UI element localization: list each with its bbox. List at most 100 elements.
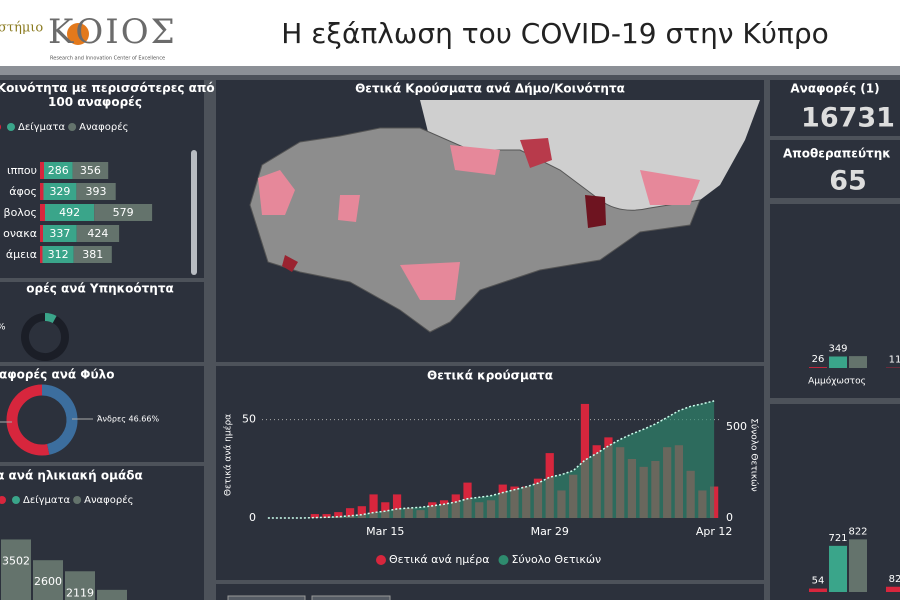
header-bg: [0, 0, 900, 66]
bar-segment: [40, 162, 44, 179]
bar: [345, 508, 355, 518]
bar: [357, 506, 366, 518]
chart-title: Θετικά κρούσματα: [427, 369, 553, 383]
data-label: 579: [113, 206, 134, 219]
bar-segment: [44, 162, 73, 179]
legend-label: Σύνολο Θετικών: [511, 553, 601, 566]
data-label: 349: [828, 343, 847, 354]
bar-segment: [40, 225, 43, 242]
bar: [310, 514, 319, 518]
bar: [886, 586, 900, 592]
x-tick-label: Mar 29: [531, 525, 569, 538]
button[interactable]: [227, 595, 306, 600]
x-tick-label: Mar 15: [366, 525, 404, 538]
logo-ball: [67, 23, 89, 45]
legend-label: Αναφορές: [84, 494, 133, 506]
bar-segment: [76, 225, 120, 242]
y2-axis-title: Σύνολο Θετικών: [749, 418, 760, 491]
data-label: 26: [812, 354, 825, 365]
legend-label: Αναφορές: [79, 121, 128, 133]
kpi-value: 65: [829, 166, 867, 197]
bar: [809, 367, 827, 368]
legend-marker: [0, 496, 6, 504]
bar: [369, 494, 378, 518]
data-label: 424: [87, 227, 108, 240]
legend-marker: [68, 123, 77, 131]
legend-label: Θετικά ανά ημέρα: [389, 553, 489, 566]
y2-tick-label: 0: [726, 511, 733, 524]
x-tick-label: Apr 12: [696, 525, 733, 538]
donut-slice: [44, 313, 57, 324]
legend-marker: [7, 123, 15, 131]
legend-marker: [0, 124, 1, 130]
bar: [829, 356, 847, 368]
data-label: 721: [828, 533, 847, 544]
bar: [33, 560, 63, 600]
area-fill: [267, 400, 715, 518]
bar-segment: [43, 183, 77, 200]
donut-slice: [21, 313, 69, 361]
bar: [1, 539, 31, 600]
data-label: 356: [80, 164, 101, 177]
y-axis-title: Θετικά ανά ημέρα: [223, 414, 234, 496]
bar-segment: [45, 204, 95, 221]
bar-segment: [40, 246, 43, 263]
scrollbar[interactable]: [191, 150, 197, 275]
bar: [849, 539, 867, 592]
bar-segment: [40, 204, 45, 221]
map-region: [282, 255, 298, 272]
category-label: ονακα: [3, 227, 37, 240]
donut-slice: [6, 384, 50, 456]
bar-segment: [43, 225, 77, 242]
map-region: [585, 195, 606, 228]
panel-title: Θετικά Κρούσματα ανά Δήμο/Κοινότητα: [355, 82, 625, 96]
button[interactable]: [311, 595, 391, 600]
category-label: άμεια: [6, 248, 37, 261]
line: [267, 400, 715, 519]
panel: [770, 80, 900, 136]
panel-title: ορές ανά Υπηκοότητα: [26, 282, 174, 296]
data-label: 822: [848, 526, 867, 537]
map-region: [258, 170, 295, 215]
bar-segment: [72, 162, 109, 179]
map-region: [640, 170, 700, 205]
panel-title: ένα ανά ηλικιακή ομάδα: [0, 469, 143, 483]
legend-label: Δείγματα: [18, 121, 66, 133]
y-tick-label: 50: [242, 413, 256, 426]
bar: [65, 571, 95, 600]
y-tick-label: 0: [249, 511, 256, 524]
legend-marker: [73, 496, 82, 504]
logo-left-text: στήμιο: [0, 21, 43, 36]
data-label: 3502: [2, 554, 30, 567]
kpi-label: Αναφορές (1): [790, 82, 879, 96]
data-label: 2600: [34, 575, 62, 588]
data-label: 337: [49, 227, 70, 240]
data-label: 2119: [66, 586, 94, 599]
map-region: [338, 195, 360, 222]
bar: [97, 589, 127, 600]
page-title: Η εξάπλωση του COVID-19 στην Κύπρο: [281, 17, 828, 50]
bar-segment: [42, 246, 74, 263]
category-label: Αμμόχωστος: [808, 376, 866, 387]
bar-segment: [76, 183, 116, 200]
bar-segment: [40, 183, 44, 200]
legend-label: Δείγματα: [23, 494, 71, 506]
bar-segment: [73, 246, 112, 263]
bar: [849, 356, 867, 368]
donut-slice: [41, 384, 78, 455]
category-label: ιππου: [7, 164, 37, 177]
bar: [334, 512, 343, 518]
bar: [392, 494, 402, 518]
panel: [770, 140, 900, 198]
data-label: 329: [49, 185, 70, 198]
category-label: άφος: [9, 185, 37, 198]
bar: [829, 545, 847, 592]
donut-label: %: [0, 323, 6, 333]
legend-marker: [498, 555, 509, 565]
panel-title: Αναφορές ανά Φύλο: [0, 368, 114, 382]
y2-tick-label: 500: [726, 420, 747, 433]
kpi-value: 16731: [801, 103, 895, 134]
category-label: βολος: [4, 206, 37, 219]
bar: [381, 502, 390, 518]
